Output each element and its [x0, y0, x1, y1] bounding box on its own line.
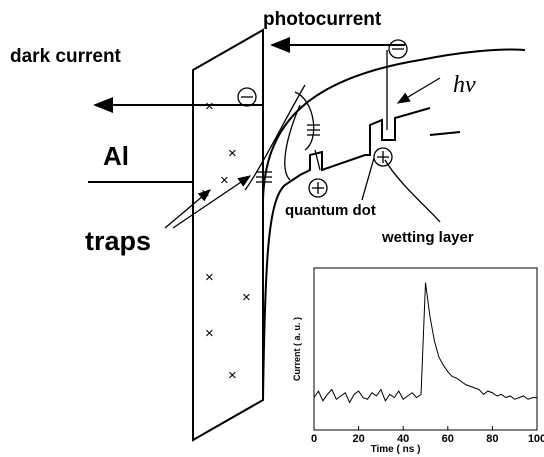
x-tick-label: 100 [528, 433, 544, 445]
label: dark current [10, 46, 122, 67]
label: traps [85, 226, 151, 256]
svg-text:×: × [242, 289, 251, 306]
svg-text:×: × [205, 325, 214, 342]
x-tick-label: 0 [311, 433, 317, 445]
data-line [314, 283, 537, 403]
figure: × × × × × × × × photocurrent dark current Al h… [0, 0, 544, 457]
x-axis-label: Time ( ns ) [371, 444, 421, 455]
y-axis-label: Current ( a. u. ) [292, 317, 302, 381]
label: Al [103, 141, 129, 171]
svg-text:×: × [220, 172, 229, 189]
svg-text:×: × [201, 185, 210, 202]
x-tick-label: 20 [352, 433, 364, 445]
label: wetting layer [381, 229, 474, 246]
label: quantum dot [285, 202, 376, 219]
label: hν [453, 72, 476, 98]
svg-text:×: × [228, 145, 237, 162]
label: photocurrent [263, 9, 382, 30]
x-tick-label: 80 [486, 433, 498, 445]
svg-text:×: × [205, 269, 214, 286]
svg-text:×: × [228, 367, 237, 384]
x-tick-label: 60 [442, 433, 454, 445]
svg-text:×: × [205, 98, 214, 115]
